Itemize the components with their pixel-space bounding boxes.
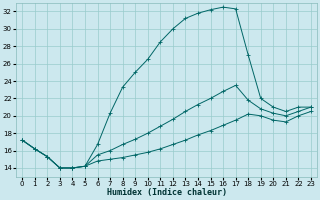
X-axis label: Humidex (Indice chaleur): Humidex (Indice chaleur) xyxy=(107,188,227,197)
